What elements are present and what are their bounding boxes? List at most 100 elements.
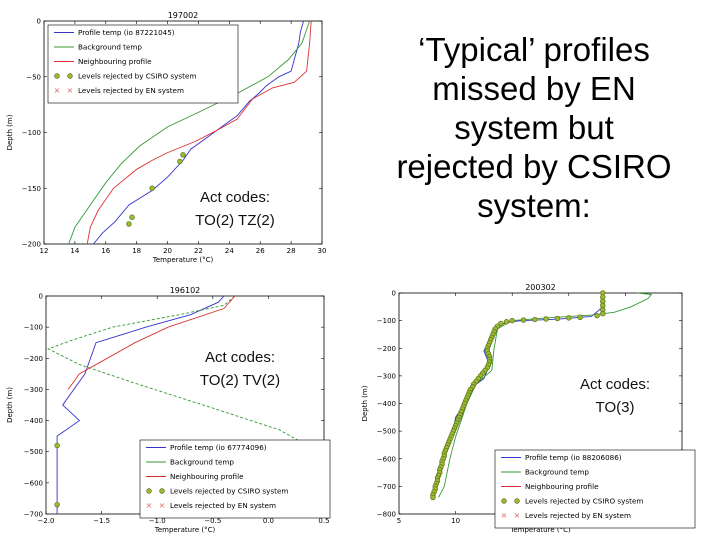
y-tick-label: −700 xyxy=(377,483,396,491)
y-tick-label: −600 xyxy=(24,479,43,487)
series-line xyxy=(86,20,312,245)
x-tick-label: 5 xyxy=(397,517,401,525)
act-codes-value: TO(2) TV(2) xyxy=(199,372,281,389)
legend-entry: Levels rejected by EN system xyxy=(78,86,184,95)
y-tick-label: −500 xyxy=(24,448,43,456)
rejected-level-marker xyxy=(129,214,135,220)
chart-197002: 12 14 16 18 20 22 24 26 28 30 0 −50 −100 −150 −200 1970… xyxy=(0,5,330,270)
legend-swatch xyxy=(146,488,152,494)
legend-swatch xyxy=(514,498,520,504)
legend-entry: Profile temp (io 87221045) xyxy=(78,28,175,37)
chart-200302: 510152025300−100−200−300−400−500−600−700… xyxy=(355,275,720,540)
chart-196102: −2.0 −1.5 −1.0 −0.5 0.0 0.5 0 −100 −200 −300 −400 −… xyxy=(0,282,340,540)
x-axis-label: Temperature (°C) xyxy=(152,256,214,264)
legend-swatch xyxy=(501,498,507,504)
legend-entry: Neighbouring profile xyxy=(78,57,152,66)
legend-swatch xyxy=(54,73,60,79)
act-codes-label: Act codes: xyxy=(204,349,276,366)
legend-entry: Neighbouring profile xyxy=(525,482,599,491)
rejected-level-marker xyxy=(54,442,60,449)
chart-title: 200302 xyxy=(525,283,556,292)
y-tick-label: −500 xyxy=(377,428,396,436)
x-tick-label: 24 xyxy=(225,247,234,255)
rejected-level-marker xyxy=(149,185,155,191)
x-tick-label: 12 xyxy=(40,247,49,255)
x-tick-label: 22 xyxy=(194,247,203,255)
act-codes-value: TO(2) TZ(2) xyxy=(195,212,275,229)
legend-box xyxy=(494,449,696,529)
x-tick-label: 0.0 xyxy=(263,517,274,525)
y-tick-label: −400 xyxy=(24,417,43,425)
chart-title: 196102 xyxy=(170,286,201,295)
series-line xyxy=(56,295,225,514)
legend-swatch: × xyxy=(159,501,166,510)
rejected-level-marker xyxy=(430,494,436,501)
legend-swatch: × xyxy=(514,511,521,520)
rejected-level-marker xyxy=(503,319,510,325)
slide-title: ‘Typical’ profiles missed by EN system b… xyxy=(396,31,672,224)
chart-196102-svg: −2.0 −1.5 −1.0 −0.5 0.0 0.5 0 −100 −200 −300 −400 −… xyxy=(6,286,331,534)
legend-entry: Background temp xyxy=(170,458,234,467)
rejected-level-marker xyxy=(126,221,132,227)
act-codes-197002: Act codes: TO(2) TZ(2) xyxy=(180,186,290,232)
rejected-level-marker xyxy=(180,152,186,158)
legend-swatch xyxy=(67,73,73,79)
x-tick-label: 18 xyxy=(132,247,141,255)
x-tick-label: 20 xyxy=(163,247,172,255)
y-tick-label: 0 xyxy=(37,18,41,26)
legend-box xyxy=(47,24,239,104)
y-tick-label: −300 xyxy=(24,386,43,394)
series-line xyxy=(47,295,303,443)
act-codes-label: Act codes: xyxy=(579,376,651,393)
y-tick-label: −300 xyxy=(377,372,396,380)
x-tick-label: −0.5 xyxy=(204,517,221,525)
x-tick-label: 0.5 xyxy=(318,517,329,525)
y-tick-label: 0 xyxy=(392,290,396,298)
y-axis-label: Depth (m) xyxy=(6,387,14,423)
y-tick-label: −200 xyxy=(22,241,41,249)
rejected-level-marker xyxy=(554,315,561,322)
act-codes-label: Act codes: xyxy=(199,189,271,206)
chart-200302-svg: 510152025300−100−200−300−400−500−600−700… xyxy=(361,283,696,534)
y-tick-label: 0 xyxy=(39,293,43,301)
x-tick-label: 30 xyxy=(318,247,327,255)
legend-box xyxy=(139,439,331,519)
rejected-level-marker xyxy=(509,317,515,324)
legend-entry: Profile temp (io 67774096) xyxy=(170,443,267,452)
y-tick-label: −100 xyxy=(22,129,41,137)
y-tick-label: −50 xyxy=(26,73,41,81)
legend-swatch: × xyxy=(501,511,508,520)
series-line xyxy=(438,292,653,498)
rejected-level-marker xyxy=(532,316,538,323)
rejected-level-marker xyxy=(577,314,583,321)
legend-swatch: × xyxy=(67,86,74,95)
series-line xyxy=(67,295,236,390)
y-tick-label: −150 xyxy=(22,185,41,193)
y-tick-label: −100 xyxy=(377,317,396,325)
chart-title: 197002 xyxy=(168,11,199,20)
legend-swatch: × xyxy=(54,86,61,95)
legend-entry: Levels rejected by CSIRO system xyxy=(170,487,288,496)
y-tick-label: −100 xyxy=(24,324,43,332)
legend-entry: Background temp xyxy=(525,468,589,477)
legend-entry: Neighbouring profile xyxy=(170,472,244,481)
rejected-level-marker xyxy=(600,311,606,317)
legend-entry: Profile temp (io 88206086) xyxy=(525,453,622,462)
rejected-level-marker xyxy=(54,501,60,508)
rejected-level-marker xyxy=(177,158,183,165)
legend-entry: Levels rejected by CSIRO system xyxy=(525,497,643,506)
legend-entry: Levels rejected by EN system xyxy=(170,501,276,510)
x-tick-label: 10 xyxy=(451,517,460,525)
x-axis-label: Temperature (°C) xyxy=(154,526,216,534)
legend-entry: Levels rejected by EN system xyxy=(525,511,631,520)
chart-197002-svg: 12 14 16 18 20 22 24 26 28 30 0 −50 −100 −150 −200 1970… xyxy=(6,11,327,264)
rejected-level-marker xyxy=(566,315,572,321)
x-tick-label: 26 xyxy=(256,247,265,255)
x-tick-label: 16 xyxy=(101,247,110,255)
x-axis-label: Temperature (°C) xyxy=(509,526,571,534)
legend-swatch: × xyxy=(146,501,153,510)
legend-entry: Levels rejected by CSIRO system xyxy=(78,72,196,81)
rejected-level-marker xyxy=(594,312,600,319)
act-codes-value: TO(3) xyxy=(595,399,635,416)
rejected-level-marker xyxy=(520,317,527,323)
